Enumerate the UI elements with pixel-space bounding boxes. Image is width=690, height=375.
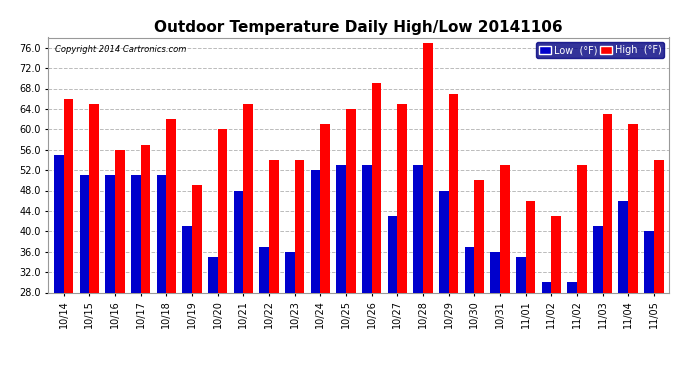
Bar [577, 165, 586, 292]
Bar [115, 150, 125, 292]
Bar [372, 83, 382, 292]
Bar [269, 160, 279, 292]
Bar [439, 190, 449, 292]
Bar [336, 165, 346, 292]
Bar [526, 201, 535, 292]
Bar [644, 231, 654, 292]
Bar [285, 252, 295, 292]
Legend: Low  (°F), High  (°F): Low (°F), High (°F) [536, 42, 664, 58]
Bar [542, 282, 551, 292]
Bar [157, 175, 166, 292]
Bar [234, 190, 244, 292]
Bar [593, 226, 602, 292]
Bar [500, 165, 510, 292]
Bar [166, 119, 176, 292]
Bar [423, 43, 433, 292]
Bar [310, 170, 320, 292]
Bar [602, 114, 612, 292]
Bar [448, 94, 458, 292]
Title: Outdoor Temperature Daily High/Low 20141106: Outdoor Temperature Daily High/Low 20141… [155, 20, 563, 35]
Bar [259, 247, 269, 292]
Bar [474, 180, 484, 292]
Bar [90, 104, 99, 292]
Bar [413, 165, 423, 292]
Text: Copyright 2014 Cartronics.com: Copyright 2014 Cartronics.com [55, 45, 186, 54]
Bar [516, 257, 526, 292]
Bar [244, 104, 253, 292]
Bar [618, 201, 628, 292]
Bar [628, 124, 638, 292]
Bar [464, 247, 474, 292]
Bar [208, 257, 217, 292]
Bar [131, 175, 141, 292]
Bar [106, 175, 115, 292]
Bar [397, 104, 407, 292]
Bar [654, 160, 664, 292]
Bar [567, 282, 577, 292]
Bar [79, 175, 90, 292]
Bar [217, 129, 228, 292]
Bar [551, 216, 561, 292]
Bar [388, 216, 397, 292]
Bar [54, 155, 63, 292]
Bar [320, 124, 330, 292]
Bar [346, 109, 356, 292]
Bar [295, 160, 304, 292]
Bar [182, 226, 192, 292]
Bar [192, 185, 201, 292]
Bar [362, 165, 372, 292]
Bar [141, 145, 150, 292]
Bar [63, 99, 73, 292]
Bar [490, 252, 500, 292]
